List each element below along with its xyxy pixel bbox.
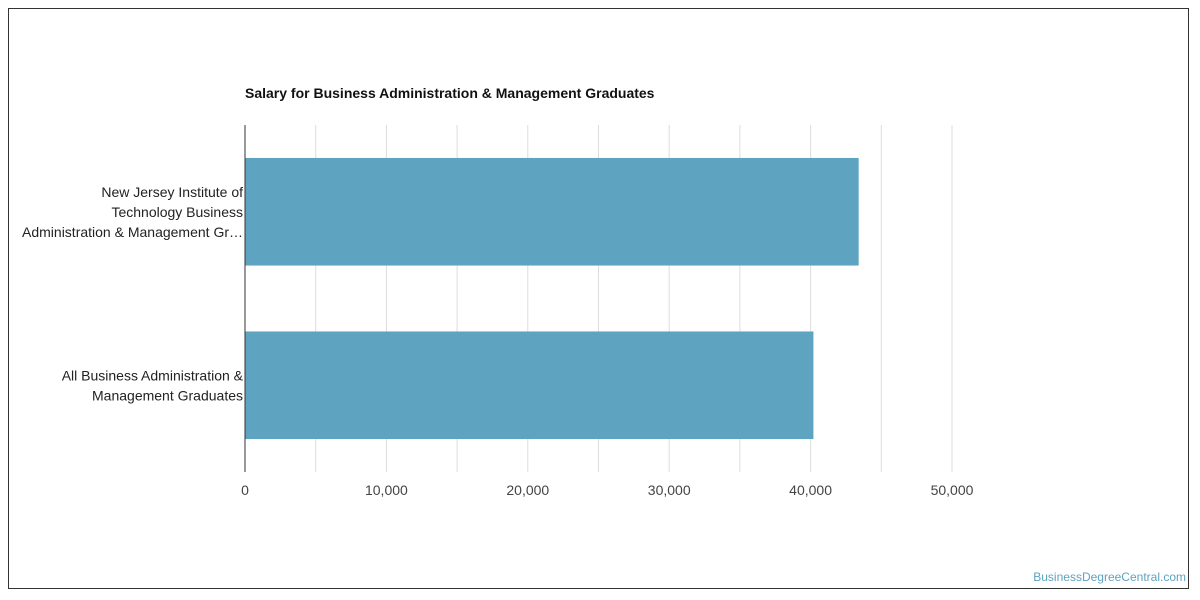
category-label: Technology Business: [111, 204, 243, 220]
chart-title: Salary for Business Administration & Man…: [245, 85, 655, 101]
bar: [245, 157, 859, 266]
x-tick-label: 10,000: [365, 482, 408, 498]
category-label: Administration & Management Gr…: [22, 224, 243, 240]
x-tick-label: 0: [241, 482, 249, 498]
bar: [245, 331, 814, 440]
x-tick-label: 50,000: [931, 482, 974, 498]
category-label: Management Graduates: [92, 387, 243, 403]
category-label: New Jersey Institute of: [101, 184, 243, 200]
chart-frame: [8, 8, 1189, 589]
x-tick-label: 30,000: [648, 482, 691, 498]
watermark: BusinessDegreeCentral.com: [1033, 570, 1186, 584]
category-label: All Business Administration &: [62, 367, 244, 383]
x-tick-label: 20,000: [506, 482, 549, 498]
x-tick-label: 40,000: [789, 482, 832, 498]
